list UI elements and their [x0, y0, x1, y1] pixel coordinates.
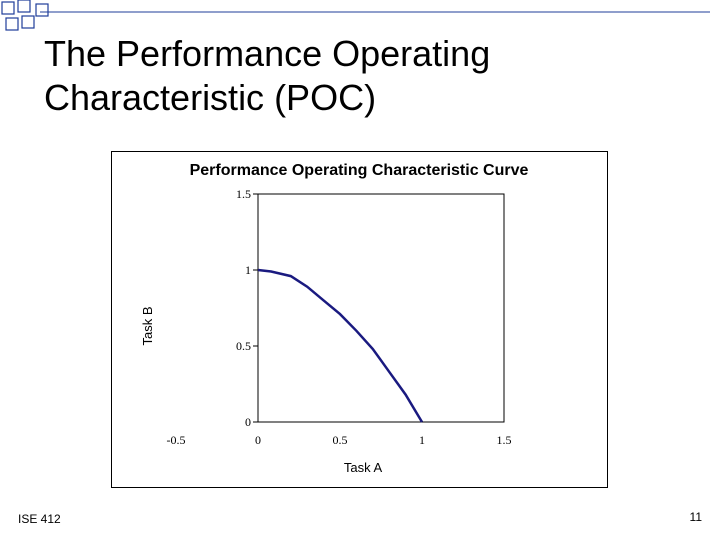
- x-tick-label: 0.5: [333, 433, 348, 447]
- y-tick-label: 0: [245, 415, 251, 429]
- y-tick-label: 1.5: [236, 187, 251, 201]
- title-line-1: The Performance Operating: [44, 33, 491, 74]
- course-code: ISE 412: [18, 512, 61, 526]
- y-tick-label: 0.5: [236, 339, 251, 353]
- x-tick-label: 1: [419, 433, 425, 447]
- x-tick-label: -0.5: [167, 433, 186, 447]
- x-tick-label: 0: [255, 433, 261, 447]
- chart-frame: Performance Operating Characteristic Cur…: [111, 151, 608, 488]
- chart-title: Performance Operating Characteristic Cur…: [190, 162, 529, 179]
- page-title: The Performance Operating Characteristic…: [44, 32, 644, 120]
- plot-area: [257, 193, 505, 423]
- page-number: 11: [689, 510, 702, 524]
- title-line-2: Characteristic (POC): [44, 77, 377, 118]
- poc-chart: Performance Operating Characteristic Cur…: [140, 162, 529, 475]
- poc-curve: [257, 268, 424, 423]
- x-tick-label: 1.5: [497, 433, 512, 447]
- y-tick-label: 1: [245, 263, 251, 277]
- decorative-squares: [1, 0, 710, 31]
- y-axis-label: Task B: [140, 306, 155, 345]
- x-axis-label: Task A: [344, 460, 383, 475]
